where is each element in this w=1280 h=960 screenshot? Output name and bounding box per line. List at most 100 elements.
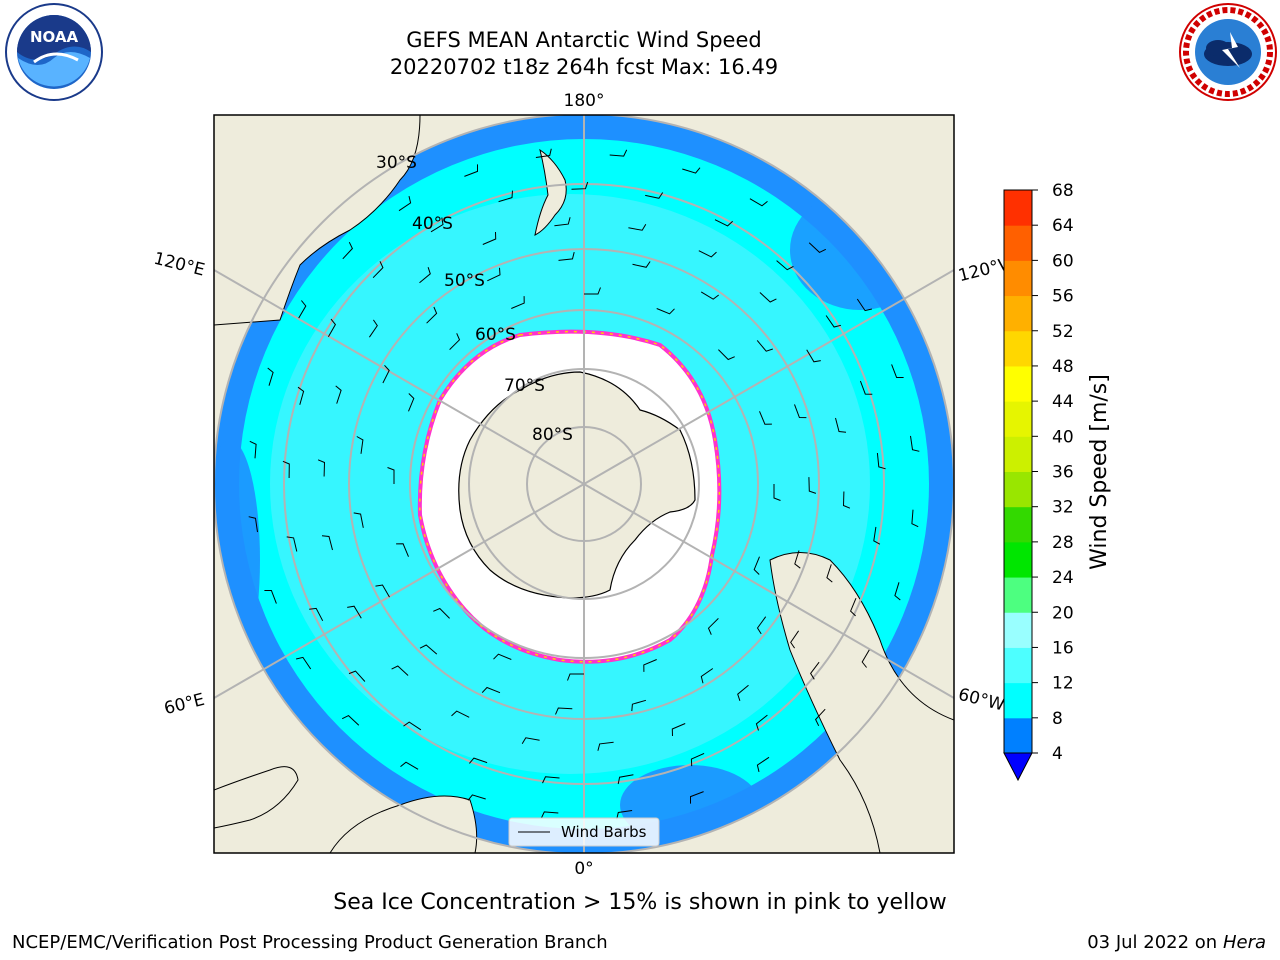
wind-barb <box>794 404 807 419</box>
wind-barb <box>910 435 920 452</box>
wind-barb <box>671 723 686 737</box>
wind-barb <box>631 699 647 712</box>
machine-name: Hera <box>1222 932 1266 953</box>
wind-barb <box>749 198 768 207</box>
new-zealand <box>534 148 567 236</box>
wind-barb <box>464 164 478 177</box>
colorbar-segment <box>1004 295 1032 332</box>
wind-barb <box>433 607 450 619</box>
wind-barb <box>645 192 664 199</box>
lat-label-80s: 80°S <box>532 425 573 445</box>
wind-barb <box>286 536 298 552</box>
colorbar-tick-label: 40 <box>1052 427 1074 447</box>
lon-label-120e: 120°E <box>152 249 207 281</box>
lat-label-70s: 70°S <box>504 376 545 396</box>
madagascar-land <box>214 766 299 829</box>
wind-barb <box>700 291 720 300</box>
lat-label-30s: 30°S <box>376 153 417 173</box>
graticule <box>214 115 954 853</box>
wind-barb <box>826 564 833 583</box>
colorbar-segment <box>1004 225 1032 261</box>
wind-barb <box>498 190 513 203</box>
wind-barb <box>690 791 704 804</box>
chart-title: GEFS MEAN Antarctic Wind Speed <box>406 28 762 52</box>
wind-barb <box>356 436 364 454</box>
wind-barb <box>756 756 770 773</box>
wind-barb <box>700 668 714 684</box>
date-line: 03 Jul 2022 on Hera <box>1087 932 1266 953</box>
colorbar-segment <box>1004 647 1032 684</box>
colorbar-under-arrow <box>1003 752 1033 782</box>
colorbar-segment <box>1004 260 1032 297</box>
colorbar-tick-label: 28 <box>1052 533 1074 553</box>
credit-line: NCEP/EMC/Verification Post Processing Pr… <box>12 932 608 953</box>
wind-barb <box>809 661 820 680</box>
wind-barb <box>298 300 307 319</box>
chart-subtitle: 20220702 t18z 264h fcst Max: 16.49 <box>389 55 779 79</box>
wind-barb <box>690 752 705 767</box>
wind-barb <box>814 708 826 727</box>
wind-barb <box>419 644 438 655</box>
wind-barb <box>282 460 290 479</box>
wind-barb <box>891 364 904 378</box>
wind-barb <box>571 181 589 190</box>
wind-barb <box>469 757 488 764</box>
wind-barb <box>382 364 390 384</box>
wind-barb <box>267 367 274 386</box>
colorbar-tick-label: 68 <box>1052 181 1074 201</box>
colorbar-tick-label: 16 <box>1052 638 1074 658</box>
wind-barb <box>698 250 717 258</box>
lat-label-50s: 50°S <box>444 271 485 291</box>
colorbar-tick-label: 56 <box>1052 287 1074 307</box>
wind-barb <box>408 393 415 412</box>
wind-barb <box>558 251 575 261</box>
wind-barb <box>535 148 552 158</box>
colorbar-segment <box>1004 471 1032 508</box>
wind-barb <box>309 607 324 622</box>
wind-barb <box>842 491 851 509</box>
colorbar-segment <box>1004 330 1032 367</box>
colorbar-segment <box>1004 190 1032 226</box>
wind-barb <box>426 306 438 324</box>
wind-barb <box>894 582 901 601</box>
wind-barb <box>482 231 497 245</box>
wind-barb <box>487 267 501 282</box>
colorbar-segment <box>1004 541 1032 578</box>
colorbar-tick-label: 60 <box>1052 251 1074 271</box>
wind-barb <box>297 386 305 405</box>
wind-barb <box>451 710 470 718</box>
wind-barb <box>335 385 342 404</box>
wind-barb <box>835 417 847 433</box>
colorbar-segment <box>1004 506 1032 543</box>
colorbar-segment <box>1004 401 1032 437</box>
wind-barb <box>873 526 881 545</box>
wind-barb <box>707 618 719 635</box>
wind-barb <box>387 467 395 484</box>
wind-barb <box>368 319 378 338</box>
wind-barb <box>861 649 870 668</box>
wind-barb <box>555 707 573 715</box>
wind-barb <box>467 794 486 801</box>
wind-barb <box>808 242 827 254</box>
wind-barb <box>264 590 277 604</box>
wind-barb <box>400 761 419 770</box>
wind-barb <box>714 219 734 227</box>
wind-barb <box>718 349 735 361</box>
wind-barb <box>249 440 257 459</box>
colorbar-label: Wind Speed [m/s] <box>1087 374 1112 570</box>
wind-barb <box>248 516 258 533</box>
wind-barb <box>540 811 559 819</box>
colorbar-tick-label: 32 <box>1052 498 1074 518</box>
wind-barb <box>656 308 675 315</box>
wind-barb <box>759 411 772 425</box>
sea-ice-note: Sea Ice Concentration > 15% is shown in … <box>333 890 947 915</box>
wind-barb <box>493 653 512 660</box>
wind-barb <box>756 340 773 352</box>
wind-barb <box>347 605 362 619</box>
colorbar-tick-label: 24 <box>1052 568 1074 588</box>
wind-barb <box>511 296 525 309</box>
wind-barb <box>643 659 657 672</box>
wind-barb <box>372 261 384 279</box>
nws-logo <box>1179 3 1277 101</box>
